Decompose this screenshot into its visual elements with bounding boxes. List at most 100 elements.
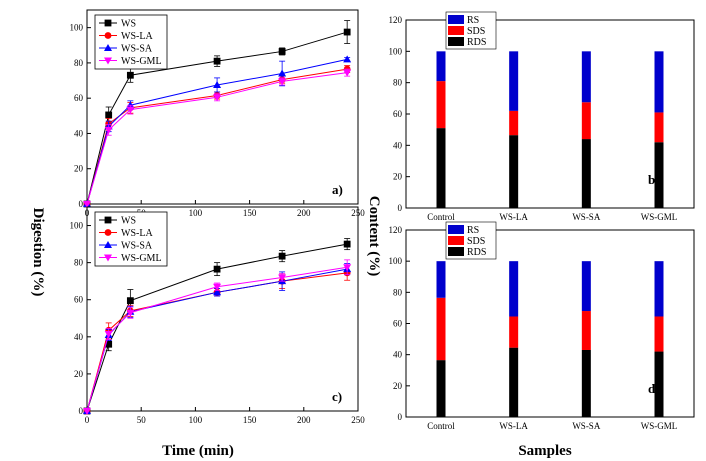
bar-segment-rds (581, 139, 591, 208)
bar-segment-sds (654, 112, 664, 143)
bar-segment-rds (581, 349, 591, 417)
y-tick-label: 80 (74, 258, 84, 268)
y-tick-label: 100 (389, 46, 403, 56)
data-point (213, 80, 222, 88)
data-point (126, 106, 135, 114)
bar-segment-rs (654, 261, 664, 317)
bar-segment-sds (436, 81, 446, 129)
series-ws-gml (83, 68, 352, 208)
series-line (86, 31, 348, 205)
content-panel-b: 0 20 40 60 80 100 120 Control WS-LA WS-SA WS-GML RS… (389, 11, 695, 222)
legend-label: RDS (467, 247, 486, 258)
y-tick-label: 20 (74, 164, 84, 174)
data-point (213, 265, 221, 273)
data-point (83, 201, 91, 208)
y-tick-label: 100 (70, 221, 84, 231)
x-tick-label: WS-SA (572, 212, 601, 222)
x-tick-label: WS-LA (499, 212, 528, 222)
legend-label: WS-LA (121, 31, 153, 42)
legend-marker (104, 241, 112, 248)
y-tick-label: 40 (74, 128, 84, 138)
right-y-axis-label: Content (%) (366, 196, 382, 276)
legend-marker (104, 229, 112, 236)
bar-segment-rds (509, 135, 519, 208)
x-tick-label: 100 (189, 208, 203, 218)
x-tick-label: 250 (351, 415, 365, 425)
plot-frame (86, 9, 359, 205)
bar-segment-sds (581, 102, 591, 140)
x-tick-label: WS-SA (572, 421, 601, 431)
legend-label: WS (121, 19, 136, 30)
legend-label: WS-GML (121, 253, 162, 264)
bar-segment-rs (581, 261, 591, 312)
data-point (126, 101, 135, 109)
legend-label: WS-SA (121, 44, 153, 55)
bar-segment-sds (581, 311, 591, 350)
legend-swatch (448, 37, 464, 46)
panel-label: b) (648, 172, 660, 187)
legend-label: SDS (467, 26, 485, 37)
data-point (104, 126, 113, 134)
bar-segment-rds (654, 351, 664, 417)
y-tick-label: 40 (393, 350, 403, 360)
x-tick-label: WS-GML (641, 212, 678, 222)
y-tick-label: 60 (393, 109, 403, 119)
content-panel-d: 0 20 40 60 80 100 120 Control WS-LA WS-SA WS-GML RS… (389, 221, 695, 431)
y-tick-label: 60 (393, 319, 403, 329)
y-tick-label: 0 (398, 412, 403, 422)
legend-marker (104, 19, 112, 27)
legend-marker (104, 32, 112, 39)
bar-segment-rds (436, 360, 446, 417)
y-tick-label: 120 (389, 15, 403, 25)
x-tick-label: Control (427, 212, 455, 222)
legend-marker (104, 44, 112, 51)
bar-segment-rs (581, 51, 591, 103)
x-tick-label: 0 (85, 415, 90, 425)
legend-marker (104, 57, 112, 65)
legend-swatch (448, 236, 464, 245)
series-line (86, 72, 348, 205)
bar-segment-rds (654, 142, 664, 208)
legend-label: RS (467, 225, 479, 236)
y-tick-label: 80 (74, 58, 84, 68)
x-tick-label: 50 (137, 415, 147, 425)
y-tick-label: 40 (74, 332, 84, 342)
bar-segment-rs (509, 261, 519, 317)
y-tick-label: 20 (74, 369, 84, 379)
y-tick-label: 0 (79, 406, 84, 416)
y-tick-label: 0 (398, 203, 403, 213)
x-tick-label: 150 (243, 208, 257, 218)
legend-label: WS-LA (121, 228, 153, 239)
data-point (278, 252, 286, 260)
bar-segment-rds (436, 128, 446, 208)
data-point (213, 57, 221, 65)
data-point (278, 274, 287, 282)
y-tick-label: 60 (74, 295, 84, 305)
panel-label: a) (332, 182, 343, 197)
y-tick-label: 80 (393, 78, 403, 88)
series-line (86, 58, 348, 205)
x-tick-label: Control (427, 421, 455, 431)
series-ws (83, 20, 351, 208)
data-point (343, 240, 351, 248)
series-ws-gml (83, 259, 352, 415)
bar-segment-rs (436, 51, 446, 82)
bar-segment-sds (436, 297, 446, 361)
data-point (343, 55, 352, 63)
y-tick-label: 20 (393, 381, 403, 391)
data-point (126, 309, 135, 317)
y-tick-label: 120 (389, 225, 403, 235)
panel-label: c) (332, 389, 342, 404)
plot-frame (86, 206, 359, 412)
legend-swatch (448, 247, 464, 256)
data-point (83, 408, 91, 415)
left-x-axis-label: Time (min) (162, 443, 234, 459)
data-point (343, 28, 351, 36)
y-tick-label: 60 (74, 93, 84, 103)
bar-segment-rs (654, 51, 664, 113)
data-point (278, 78, 287, 86)
x-tick-label: 200 (297, 415, 311, 425)
series-line (86, 68, 348, 205)
panel-label: d) (648, 381, 660, 396)
